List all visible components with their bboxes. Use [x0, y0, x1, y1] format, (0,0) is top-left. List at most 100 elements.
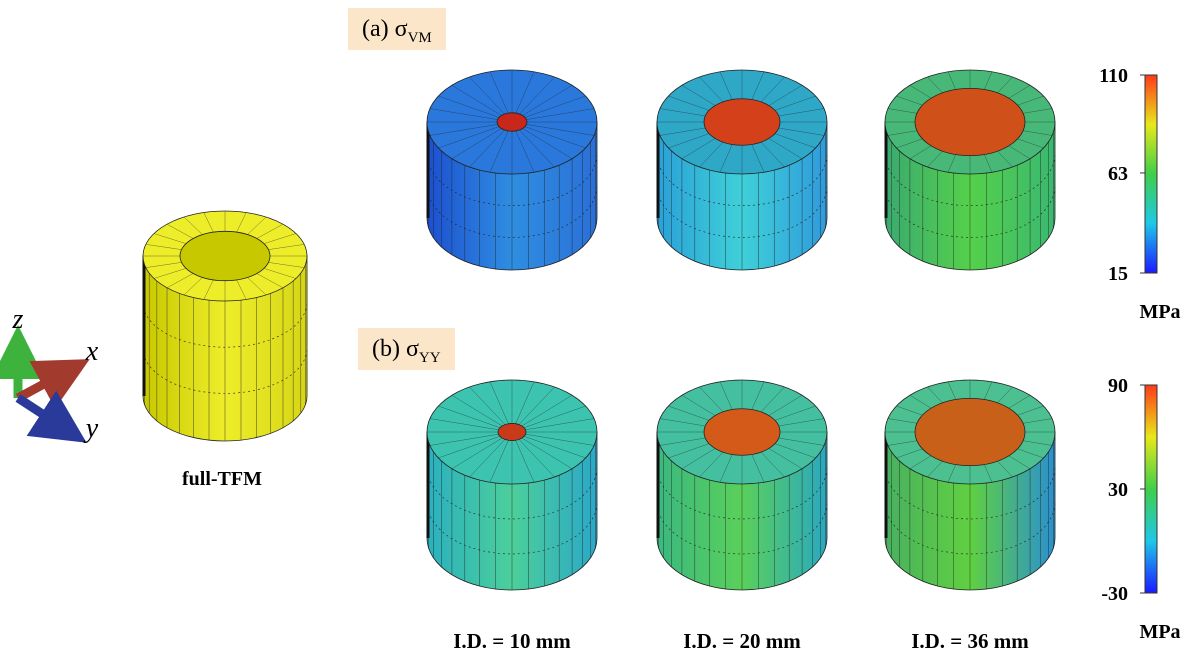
column-label: I.D. = 36 mm: [911, 629, 1029, 653]
mesh-line: [760, 76, 785, 103]
tick-label: 90: [1108, 375, 1128, 397]
mesh-line: [429, 418, 499, 431]
cylinder-hole: [497, 423, 527, 441]
mesh-line: [469, 76, 505, 115]
mesh-line: [887, 440, 917, 446]
mesh-line: [774, 405, 816, 421]
mesh-line: [519, 129, 555, 168]
mesh-line: [778, 108, 825, 117]
mesh-line: [719, 381, 733, 410]
unit-label: MPa: [1139, 621, 1180, 643]
mesh-line: [183, 277, 203, 296]
mesh-line: [760, 451, 785, 478]
mesh-line: [751, 71, 765, 100]
panel-label: (a) σ: [362, 16, 408, 42]
mesh-line: [887, 108, 917, 114]
mesh-line: [909, 395, 932, 409]
mesh-line: [774, 443, 816, 459]
mesh-line: [268, 244, 305, 250]
mesh-ring: [426, 466, 598, 520]
mesh-line: [778, 418, 825, 427]
column-label: I.D. = 20 mm: [683, 629, 801, 653]
mesh-line: [984, 71, 993, 90]
mesh-line: [1008, 455, 1031, 469]
mesh-ring: [656, 501, 828, 555]
mesh-line: [896, 95, 923, 106]
mesh-line: [927, 386, 943, 404]
mesh-line: [699, 451, 724, 478]
mesh-line: [203, 212, 214, 233]
mesh-line: [947, 71, 956, 90]
tick-label: 30: [1108, 479, 1128, 501]
mesh-line: [681, 448, 716, 469]
mesh-line: [438, 95, 500, 118]
mesh-ring: [884, 185, 1056, 238]
tick-label: 15: [1108, 263, 1128, 285]
mesh-line: [469, 386, 506, 425]
mesh-line: [927, 150, 943, 168]
mesh-line: [522, 85, 573, 116]
mesh-line: [927, 76, 943, 94]
mesh-line: [166, 273, 194, 289]
mesh-line: [699, 386, 724, 413]
mesh-line: [1017, 138, 1044, 149]
mesh-line: [521, 437, 573, 469]
mesh-line: [451, 85, 502, 116]
mesh-line: [699, 141, 724, 168]
axis-label: z: [12, 304, 24, 335]
mesh-line: [751, 144, 765, 173]
mesh-line: [751, 454, 765, 483]
mesh-line: [489, 71, 509, 114]
mesh-line: [526, 124, 595, 136]
mesh-line: [1017, 95, 1044, 106]
mesh-line: [947, 154, 956, 173]
mesh-line: [166, 223, 194, 239]
axis-label: x: [85, 336, 99, 367]
cylinder: [884, 379, 1056, 591]
mesh-line: [429, 433, 499, 446]
mesh-line: [518, 439, 555, 478]
mesh-line: [489, 381, 509, 424]
mesh-line: [451, 437, 503, 469]
mesh-line: [668, 405, 710, 421]
mesh-line: [896, 138, 923, 149]
mesh-line: [256, 273, 284, 289]
mesh-line: [515, 71, 535, 114]
cylinder-hole: [914, 87, 1026, 157]
mesh-line: [997, 386, 1013, 404]
mesh-line: [438, 436, 500, 459]
mesh-line: [522, 128, 573, 159]
mesh-line: [526, 108, 595, 120]
mesh-line: [668, 133, 710, 149]
mesh-line: [768, 448, 803, 469]
cylinder: [656, 69, 828, 271]
mesh-line: [519, 76, 555, 115]
mesh-line: [247, 216, 267, 235]
mesh-line: [489, 130, 509, 173]
colorbar: [1144, 384, 1158, 594]
mesh-line: [760, 141, 785, 168]
mesh-line: [774, 95, 816, 111]
mesh-ring: [656, 466, 828, 520]
mesh-line: [760, 386, 785, 413]
mesh-line: [997, 460, 1013, 478]
mesh-line: [489, 440, 509, 483]
axis-label: y: [83, 413, 99, 444]
unit-label: MPa: [1139, 301, 1180, 323]
mesh-ring: [426, 153, 598, 206]
mesh-line: [268, 262, 305, 268]
panel-tag: (b) σYY: [358, 328, 455, 370]
mesh-line: [525, 433, 595, 446]
mesh-line: [659, 108, 706, 117]
mesh-line: [947, 464, 956, 483]
mesh-line: [719, 71, 733, 100]
mesh-line: [984, 154, 993, 173]
mesh-line: [984, 464, 993, 483]
mesh-line: [719, 454, 733, 483]
mesh-line: [263, 268, 297, 279]
x-arrow: [15, 359, 90, 409]
mesh-line: [778, 127, 825, 136]
tick-label: -30: [1101, 583, 1128, 605]
mesh-ring: [656, 153, 828, 206]
mesh-line: [469, 439, 506, 478]
